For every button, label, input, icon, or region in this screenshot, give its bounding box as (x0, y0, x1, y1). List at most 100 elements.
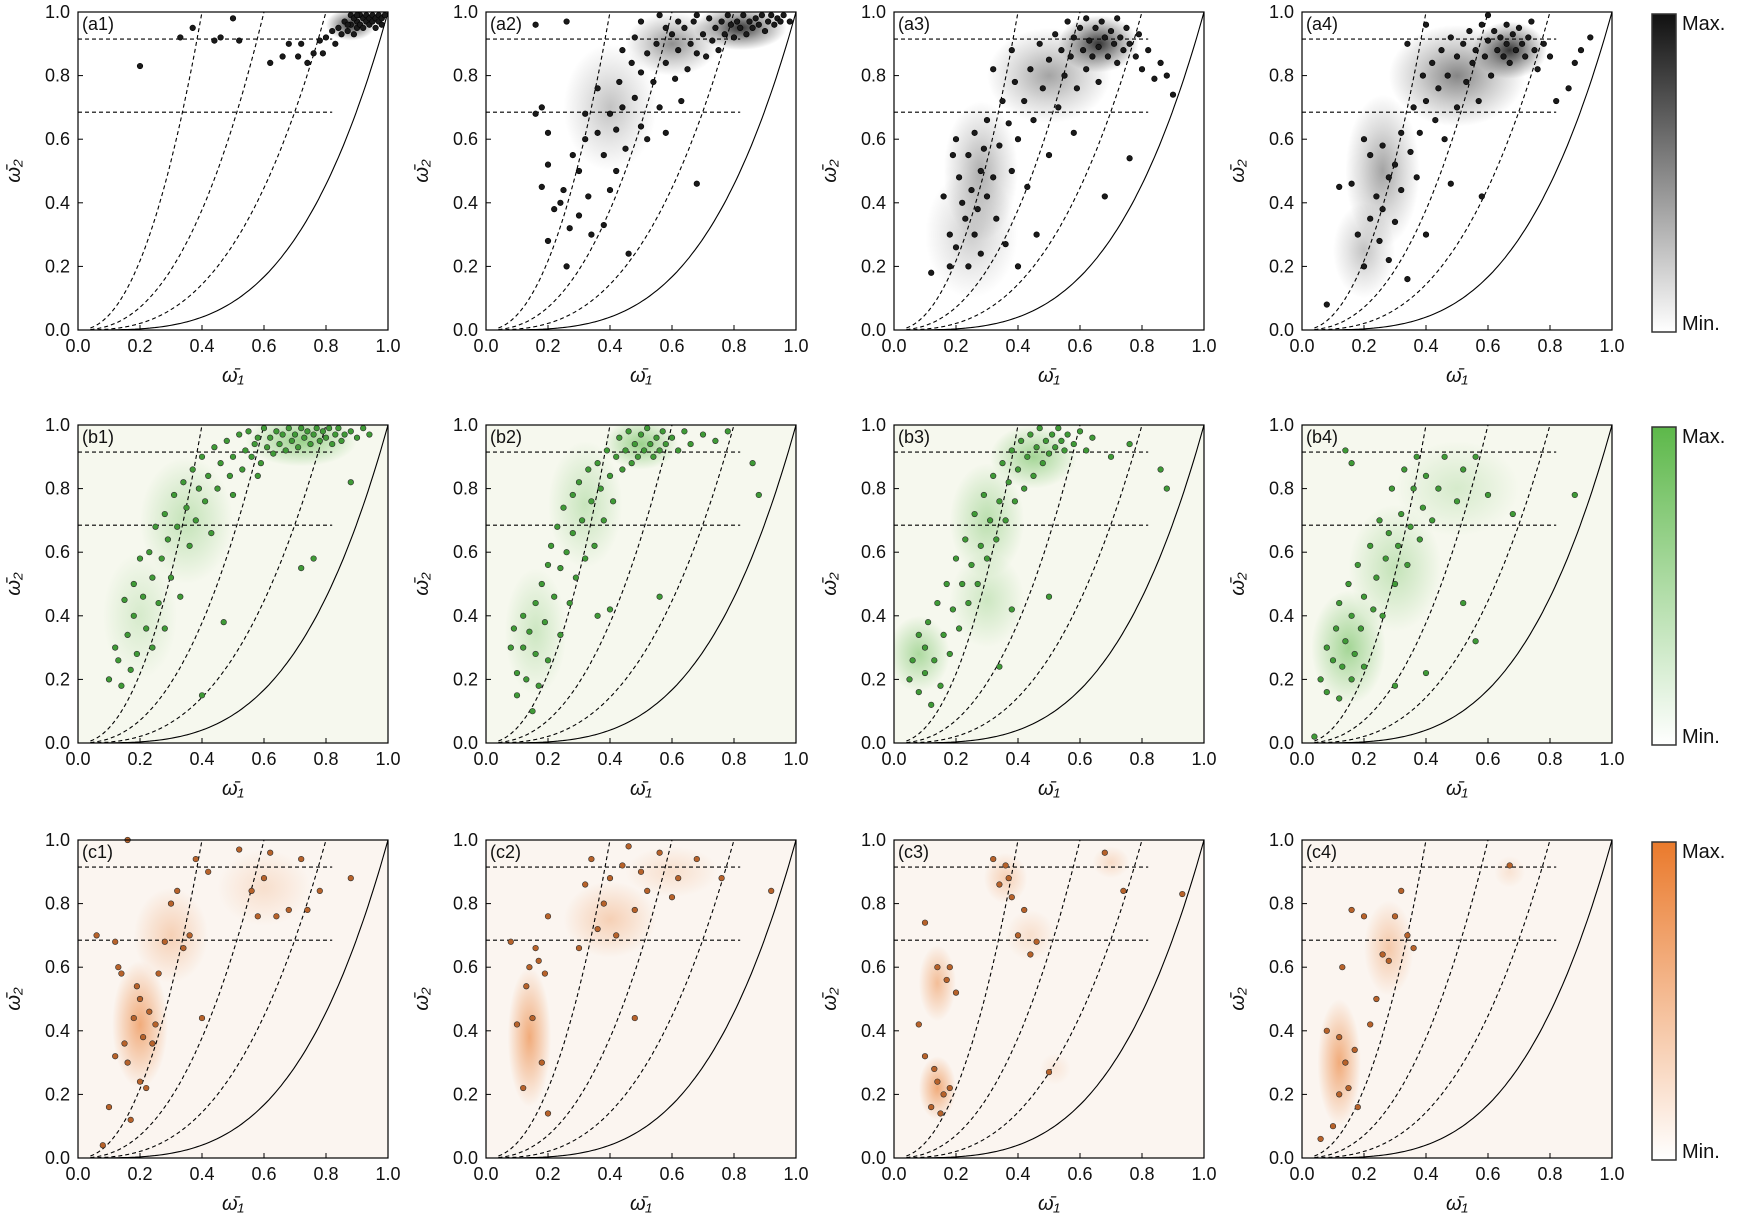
data-point (1463, 78, 1470, 86)
data-point (724, 12, 731, 19)
data-point (260, 875, 268, 882)
panel-b2: 0.0 0.2 0.4 0.6 0.8 1.0 0.0 0.2 0.4 0.6 0.8 1.0 (b2)… (411, 415, 809, 800)
data-point (1422, 231, 1430, 238)
data-point (1429, 517, 1436, 524)
plot-frame (485, 11, 797, 331)
data-point (644, 425, 651, 432)
dashed-curve (498, 425, 673, 743)
plot-frame (485, 424, 797, 744)
points-layer (928, 15, 1177, 276)
panel-b4: 0.0 0.2 0.4 0.6 0.8 1.0 0.0 0.2 0.4 0.6 0.8 1.0 (b4)… (1227, 415, 1625, 800)
colorbar-min-label: Min. (1682, 1141, 1720, 1163)
data-point (1419, 72, 1426, 79)
x-tick-label: 0.0 (881, 749, 906, 769)
data-point (974, 206, 981, 213)
plot-frame (893, 424, 1205, 744)
data-point (746, 18, 753, 25)
y-tick-label: 0.6 (1269, 129, 1294, 149)
x-tick-label: 0.0 (881, 1164, 906, 1184)
data-point (1169, 91, 1177, 98)
dashed-curve (906, 840, 1019, 1157)
data-point (1348, 460, 1355, 467)
data-point (582, 881, 589, 888)
data-point (1132, 53, 1139, 60)
data-point (1351, 1046, 1358, 1053)
data-point (563, 549, 570, 556)
data-point (733, 18, 741, 25)
data-point (115, 657, 122, 664)
data-point (279, 53, 286, 60)
data-point (940, 1091, 947, 1098)
data-point (1117, 34, 1124, 41)
data-point (999, 97, 1006, 105)
data-point (124, 631, 131, 638)
data-point (588, 498, 595, 505)
x-axis-label: ω̄₁ (630, 778, 652, 800)
data-point (631, 34, 638, 41)
data-point (656, 593, 663, 600)
data-point (1336, 695, 1343, 702)
panel-c4: 0.0 0.2 0.4 0.6 0.8 1.0 0.0 0.2 0.4 0.6 0.8 1.0 (c4)… (1227, 830, 1625, 1215)
data-point (1401, 466, 1408, 473)
data-point (180, 479, 187, 486)
data-point (693, 180, 700, 187)
data-point (93, 932, 100, 939)
x-tick-label: 1.0 (783, 336, 808, 356)
data-point (949, 152, 957, 159)
y-tick-label: 0.4 (861, 1021, 886, 1041)
data-point (921, 1053, 929, 1060)
data-point (1398, 186, 1405, 194)
data-point (1404, 276, 1411, 283)
x-tick-label: 0.6 (659, 336, 684, 356)
data-point (718, 18, 725, 25)
data-point (535, 957, 542, 964)
data-point (538, 183, 545, 190)
x-tick-label: 0.2 (943, 336, 968, 356)
data-point (594, 129, 601, 136)
panel-label: (b1) (82, 427, 114, 447)
density-blob (894, 615, 950, 693)
data-point (594, 460, 601, 467)
data-point (338, 437, 345, 445)
data-point (1055, 104, 1062, 111)
data-point (242, 447, 249, 454)
data-point (653, 434, 660, 441)
data-point (251, 440, 258, 448)
x-tick-label: 0.6 (251, 749, 276, 769)
points-layer (1311, 447, 1578, 740)
data-point (668, 894, 676, 901)
data-point (161, 625, 168, 632)
data-point (566, 599, 573, 607)
data-point (118, 970, 125, 977)
data-point (544, 561, 552, 569)
panel-label: (c3) (898, 842, 929, 862)
data-point (777, 18, 784, 25)
data-point (1336, 183, 1343, 190)
data-point (946, 964, 953, 971)
data-point (1120, 47, 1127, 54)
data-point (622, 145, 629, 152)
dashed-curve (906, 425, 1019, 742)
x-tick-label: 0.0 (65, 1164, 90, 1184)
data-point (1385, 174, 1392, 181)
data-point (513, 1021, 521, 1028)
x-tick-label: 1.0 (1599, 1164, 1624, 1184)
data-point (640, 447, 648, 454)
data-point (727, 21, 735, 28)
x-tick-label: 0.2 (127, 1164, 152, 1184)
y-axis-label: ω̄₂ (3, 572, 25, 596)
x-tick-label: 0.0 (65, 336, 90, 356)
data-point (1453, 104, 1461, 111)
data-point (1522, 53, 1529, 60)
data-point (260, 425, 268, 432)
x-tick-label: 0.6 (1475, 749, 1500, 769)
data-point (1138, 66, 1146, 73)
dashed-curve (906, 425, 1143, 743)
panel-label: (a3) (898, 14, 930, 34)
data-point (1045, 152, 1053, 159)
data-point (105, 676, 113, 683)
data-point (1135, 31, 1142, 38)
x-tick-label: 1.0 (1599, 336, 1624, 356)
data-point (980, 491, 988, 499)
data-point (585, 466, 592, 473)
